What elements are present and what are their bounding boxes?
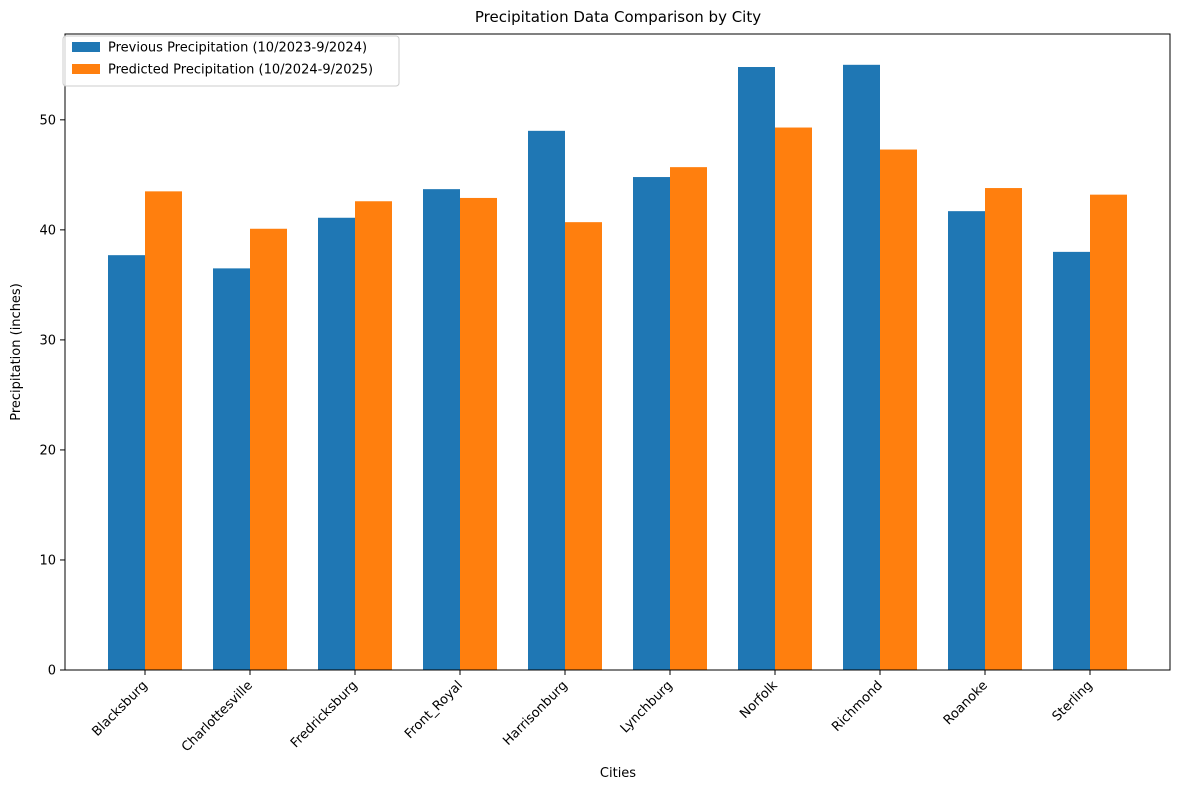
x-tick-label-richmond: Richmond [829,678,886,735]
bar-predicted-lynchburg [670,167,707,671]
y-tick-label: 10 [39,553,56,568]
bar-previous-front-royal [423,189,460,670]
y-axis: 0 10 20 30 40 50 [39,113,65,679]
y-tick-label: 30 [39,333,56,348]
x-axis-label: Cities [600,766,636,781]
bar-previous-richmond [843,64,880,670]
legend: Previous Precipitation (10/2023-9/2024) … [62,35,400,87]
chart-title: Precipitation Data Comparison by City [475,8,761,26]
x-tick-label-blacksburg: Blacksburg [89,678,150,739]
legend-box [62,35,400,87]
bar-previous-charlottesville [213,268,250,670]
bars-layer [108,64,1127,671]
bar-predicted-norfolk [775,127,812,670]
bar-predicted-sterling [1090,194,1127,670]
legend-label-predicted: Predicted Precipitation (10/2024-9/2025) [108,63,373,78]
bar-previous-blacksburg [108,255,145,670]
bar-predicted-roanoke [985,188,1022,670]
plot-frame [64,33,1171,671]
y-tick-label: 40 [39,223,56,238]
y-tick-label: 0 [48,664,56,679]
bar-predicted-fredricksburg [355,201,392,670]
bar-previous-roanoke [948,211,985,671]
x-tick-label-lynchburg: Lynchburg [618,678,676,736]
bar-previous-sterling [1053,251,1090,670]
bar-previous-fredricksburg [318,217,355,670]
bar-predicted-harrisonburg [565,222,602,670]
bar-predicted-charlottesville [250,228,287,671]
x-tick-label-roanoke: Roanoke [941,678,991,728]
bar-previous-norfolk [738,67,775,671]
x-tick-label-fredricksburg: Fredricksburg [288,678,361,751]
y-tick-label: 20 [39,443,56,458]
bar-predicted-front-royal [460,197,497,671]
x-axis: Blacksburg Charlottesville Fredricksburg Fr… [89,670,1096,755]
legend-swatch-previous [72,42,100,52]
legend-swatch-predicted [72,64,100,74]
x-tick-label-norfolk: Norfolk [737,678,781,722]
x-tick-label-front-royal: Front_Royal [402,678,466,742]
y-axis-label: Precipitation (inches) [9,283,24,421]
y-tick-label: 50 [39,113,56,128]
x-tick-label-harrisonburg: Harrisonburg [500,678,570,748]
bar-predicted-richmond [880,149,917,671]
bar-previous-harrisonburg [528,130,565,670]
bar-predicted-blacksburg [145,191,182,670]
legend-label-previous: Previous Precipitation (10/2023-9/2024) [108,41,367,56]
x-tick-label-sterling: Sterling [1050,678,1096,724]
x-tick-label-charlottesville: Charlottesville [179,678,256,755]
bar-previous-lynchburg [633,177,670,670]
